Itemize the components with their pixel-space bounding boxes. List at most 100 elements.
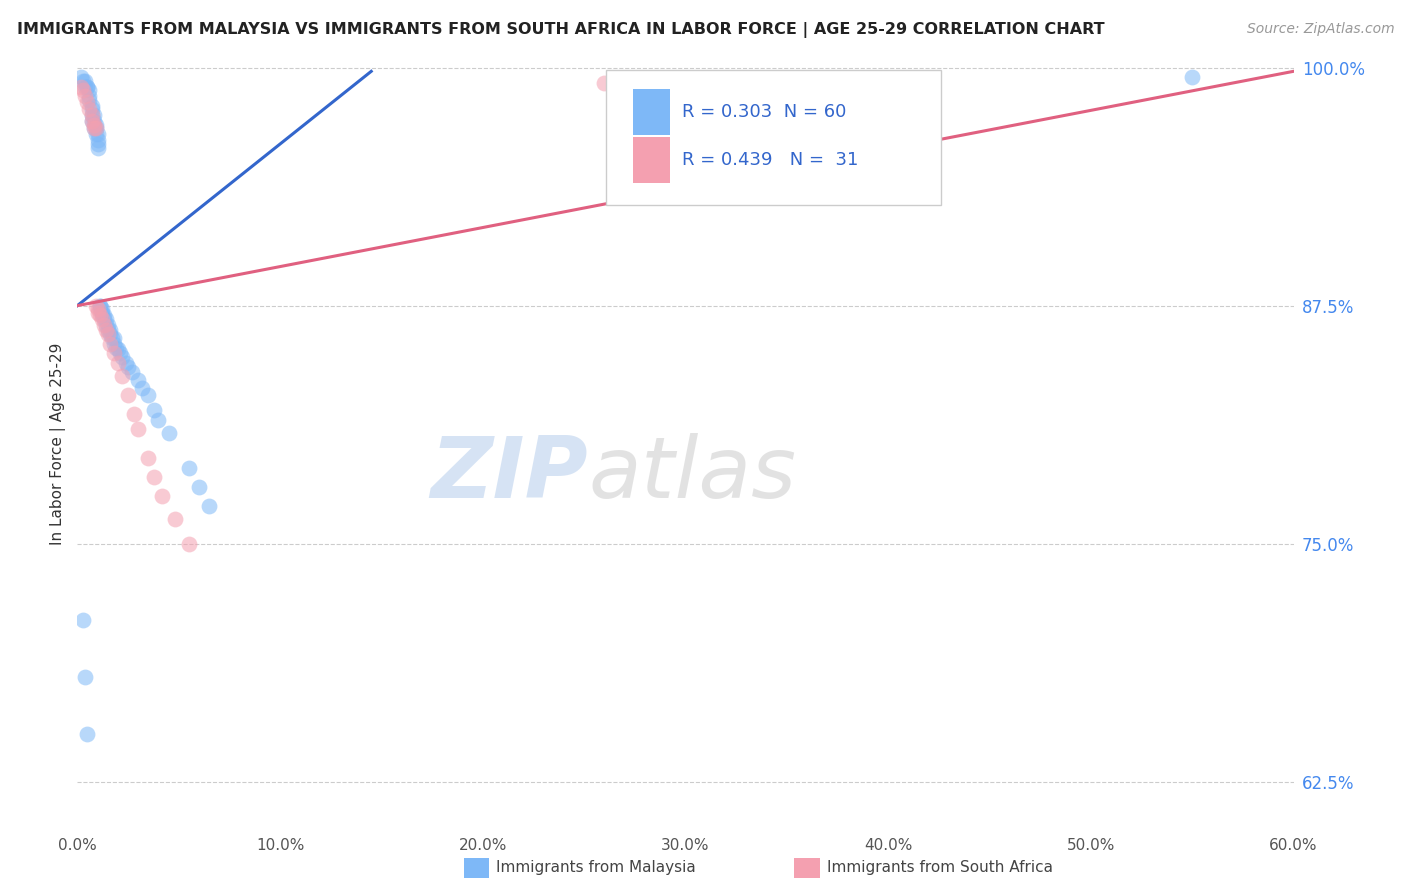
Text: ZIP: ZIP xyxy=(430,434,588,516)
Point xyxy=(157,426,180,441)
Point xyxy=(97,327,120,342)
Point xyxy=(89,299,111,313)
Text: Immigrants from Malaysia: Immigrants from Malaysia xyxy=(496,861,696,875)
Point xyxy=(127,373,149,387)
Point xyxy=(593,76,616,90)
Point xyxy=(72,83,94,97)
Point xyxy=(148,413,170,427)
Text: IMMIGRANTS FROM MALAYSIA VS IMMIGRANTS FROM SOUTH AFRICA IN LABOR FORCE | AGE 25: IMMIGRANTS FROM MALAYSIA VS IMMIGRANTS F… xyxy=(17,22,1105,38)
Point xyxy=(98,327,121,342)
Point xyxy=(75,79,97,94)
Text: Source: ZipAtlas.com: Source: ZipAtlas.com xyxy=(1247,22,1395,37)
Point xyxy=(104,341,127,355)
Point xyxy=(76,79,98,94)
Point xyxy=(117,359,139,374)
Point xyxy=(84,118,107,132)
Point xyxy=(131,380,153,394)
Point xyxy=(79,103,101,117)
Point xyxy=(80,113,103,128)
Point xyxy=(90,312,112,326)
Point xyxy=(136,388,159,402)
Bar xyxy=(633,89,669,136)
Point xyxy=(103,336,125,351)
Point xyxy=(75,89,97,103)
Point xyxy=(80,108,103,122)
Point xyxy=(72,74,94,88)
Point xyxy=(107,356,129,370)
Point xyxy=(111,369,134,384)
Point xyxy=(101,331,124,345)
Text: atlas: atlas xyxy=(588,434,796,516)
Point xyxy=(79,89,101,103)
Text: Immigrants from South Africa: Immigrants from South Africa xyxy=(827,861,1053,875)
Point xyxy=(94,323,117,337)
Point xyxy=(80,103,103,117)
Point xyxy=(121,365,143,379)
Point xyxy=(75,74,97,88)
Point xyxy=(83,121,105,136)
Point xyxy=(163,512,186,526)
Point xyxy=(76,95,98,109)
Text: R = 0.439   N =  31: R = 0.439 N = 31 xyxy=(682,151,858,169)
Point xyxy=(83,108,105,122)
Point xyxy=(152,489,174,503)
Point xyxy=(143,470,166,484)
Point xyxy=(86,133,108,147)
Point xyxy=(83,118,105,132)
Point xyxy=(177,460,200,475)
Point xyxy=(108,346,131,360)
Point xyxy=(188,480,211,494)
Point xyxy=(80,98,103,112)
Y-axis label: In Labor Force | Age 25-29: In Labor Force | Age 25-29 xyxy=(51,343,66,545)
Point xyxy=(111,350,134,364)
Point xyxy=(86,306,108,320)
Point xyxy=(97,323,120,337)
Point xyxy=(89,308,111,322)
Point xyxy=(122,407,145,421)
Point xyxy=(86,302,108,317)
Bar xyxy=(633,136,669,183)
Point xyxy=(143,403,166,417)
Point xyxy=(97,318,120,332)
Point xyxy=(76,727,98,741)
Point xyxy=(83,121,105,136)
Point xyxy=(79,93,101,107)
Point xyxy=(127,422,149,436)
Point xyxy=(84,121,107,136)
Point xyxy=(70,70,93,84)
Point xyxy=(103,331,125,345)
Point xyxy=(93,308,115,322)
Point xyxy=(93,318,115,332)
Point xyxy=(76,79,98,94)
Point xyxy=(79,83,101,97)
Point xyxy=(86,140,108,154)
Point xyxy=(70,79,93,94)
Point xyxy=(80,113,103,128)
Point xyxy=(1181,70,1204,84)
Point xyxy=(84,121,107,136)
Point xyxy=(83,113,105,128)
Point xyxy=(90,302,112,317)
Point xyxy=(90,306,112,320)
Point xyxy=(86,136,108,151)
Text: R = 0.303  N = 60: R = 0.303 N = 60 xyxy=(682,103,846,121)
Point xyxy=(89,299,111,313)
Point xyxy=(115,356,138,370)
Point xyxy=(103,346,125,360)
Point xyxy=(84,299,107,313)
Point xyxy=(89,302,111,317)
Point xyxy=(93,312,115,326)
Point xyxy=(90,308,112,322)
Point xyxy=(75,670,97,684)
Point xyxy=(80,108,103,122)
Point xyxy=(136,451,159,466)
Point xyxy=(72,613,94,627)
Point xyxy=(86,127,108,141)
Point xyxy=(198,499,221,513)
Point xyxy=(107,343,129,357)
Point xyxy=(94,318,117,332)
FancyBboxPatch shape xyxy=(606,70,941,204)
Point xyxy=(177,537,200,551)
Point xyxy=(98,336,121,351)
Point xyxy=(117,388,139,402)
